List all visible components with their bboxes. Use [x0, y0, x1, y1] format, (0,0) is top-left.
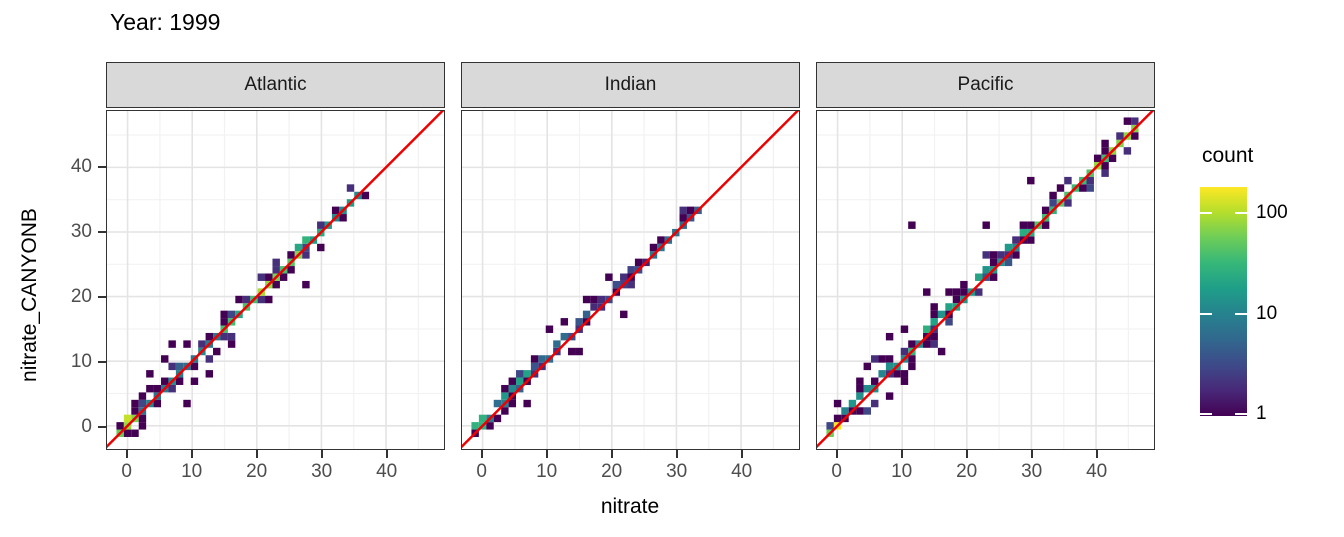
x-tick-mark — [190, 450, 193, 458]
y-tick-label: 0 — [81, 415, 92, 437]
legend-colorbar-tick — [1235, 413, 1247, 415]
x-tick-mark — [1095, 450, 1098, 458]
x-tick-label: 20 — [956, 461, 978, 482]
y-tick-mark — [98, 165, 106, 168]
x-tick-label: 30 — [666, 461, 688, 482]
panel-canvas-atlantic — [107, 111, 444, 449]
x-tick-label: 0 — [476, 461, 487, 482]
y-tick-mark — [98, 295, 106, 298]
legend-colorbar-tick — [1200, 211, 1212, 214]
x-tick-label: 10 — [536, 461, 558, 482]
x-tick-mark — [900, 450, 903, 458]
legend-colorbar — [1200, 187, 1247, 416]
x-tick-mark — [835, 450, 838, 458]
legend-colorbar-tick — [1235, 313, 1247, 316]
x-tick-mark — [675, 450, 678, 458]
x-tick-mark — [965, 450, 968, 458]
x-tick-label: 10 — [891, 461, 913, 482]
x-tick-mark — [740, 450, 743, 458]
facet-strip-indian: Indian — [461, 62, 800, 108]
x-tick-label: 40 — [376, 461, 398, 482]
x-tick-label: 0 — [121, 461, 132, 482]
facet-strip-pacific: Pacific — [816, 62, 1155, 108]
x-tick-label: 20 — [601, 461, 623, 482]
y-tick-mark — [98, 230, 106, 233]
x-tick-mark — [610, 450, 613, 458]
legend-tick-label-1: 1 — [1256, 403, 1267, 424]
x-tick-label: 30 — [311, 461, 333, 482]
y-tick-mark — [98, 425, 106, 428]
x-tick-mark — [1030, 450, 1033, 458]
x-tick-label: 40 — [731, 461, 753, 482]
x-tick-label: 30 — [1021, 461, 1043, 482]
y-tick-label: 20 — [70, 285, 92, 307]
x-tick-label: 10 — [181, 461, 203, 482]
facet-strip-atlantic: Atlantic — [106, 62, 445, 108]
x-tick-mark — [385, 450, 388, 458]
x-axis-title: nitrate — [600, 495, 660, 518]
legend-colorbar-tick — [1200, 313, 1212, 316]
legend-tick-label-100: 100 — [1256, 201, 1288, 223]
legend-colorbar-tick — [1200, 413, 1212, 415]
panel-indian — [461, 110, 800, 450]
x-tick-label: 0 — [831, 461, 842, 482]
x-tick-mark — [320, 450, 323, 458]
y-axis-title: nitrate_CANYONB — [18, 208, 41, 382]
panel-canvas-indian — [462, 111, 799, 449]
x-tick-mark — [545, 450, 548, 458]
x-tick-mark — [255, 450, 258, 458]
plot-title: Year: 1999 — [110, 9, 221, 35]
panel-canvas-pacific — [817, 111, 1154, 449]
x-tick-mark — [480, 450, 483, 458]
y-tick-label: 40 — [70, 155, 92, 177]
legend-title: count — [1202, 144, 1254, 167]
y-tick-label: 30 — [70, 220, 92, 242]
x-tick-label: 40 — [1086, 461, 1108, 482]
panel-pacific — [816, 110, 1155, 450]
legend-tick-label-10: 10 — [1256, 303, 1278, 325]
y-tick-label: 10 — [70, 350, 92, 372]
x-tick-label: 20 — [246, 461, 268, 482]
x-tick-mark — [125, 450, 128, 458]
legend-colorbar-tick — [1235, 211, 1247, 214]
panel-atlantic — [106, 110, 445, 450]
y-tick-mark — [98, 360, 106, 363]
